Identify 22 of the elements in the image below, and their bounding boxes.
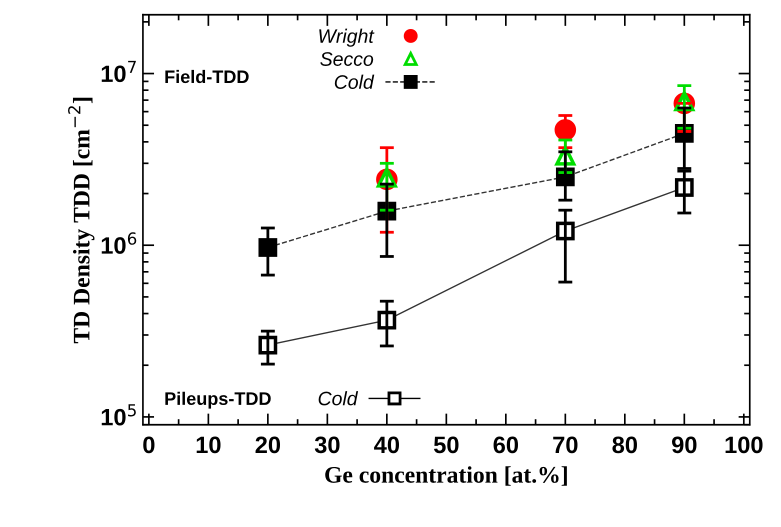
x-tick-label: 40	[374, 436, 400, 454]
annotation: Field-TDD	[165, 70, 249, 84]
x-tick-label: 60	[494, 436, 518, 454]
x-tick-label: 80	[612, 436, 637, 454]
y-tick-label: 10$^{6}$	[102, 232, 136, 254]
x-axis-title: Ge concentration [at.%]	[325, 466, 567, 486]
x-tick-label: 30	[314, 436, 340, 454]
legend-label: Wright	[319, 28, 374, 47]
annotation: Pileups-TDD	[165, 392, 271, 409]
y-tick-label: 10$^{5}$	[102, 404, 136, 426]
legend-label: Secco	[320, 52, 374, 66]
x-tick-label: 0	[143, 436, 154, 454]
y-tick-label: 10$^{7}$	[102, 60, 136, 82]
y-axis-title: TD Density TDD [cm$^{−2}$]	[68, 98, 94, 344]
x-tick-label: 50	[434, 436, 459, 454]
x-tick-label: 70	[553, 436, 578, 454]
legend-label: Cold	[334, 74, 374, 89]
x-tick-label: 100	[726, 436, 763, 454]
x-tick-label: 10	[196, 436, 221, 454]
legend-label: Cold	[318, 391, 358, 406]
x-tick-label: 20	[256, 436, 280, 454]
x-tick-label: 90	[672, 436, 696, 454]
